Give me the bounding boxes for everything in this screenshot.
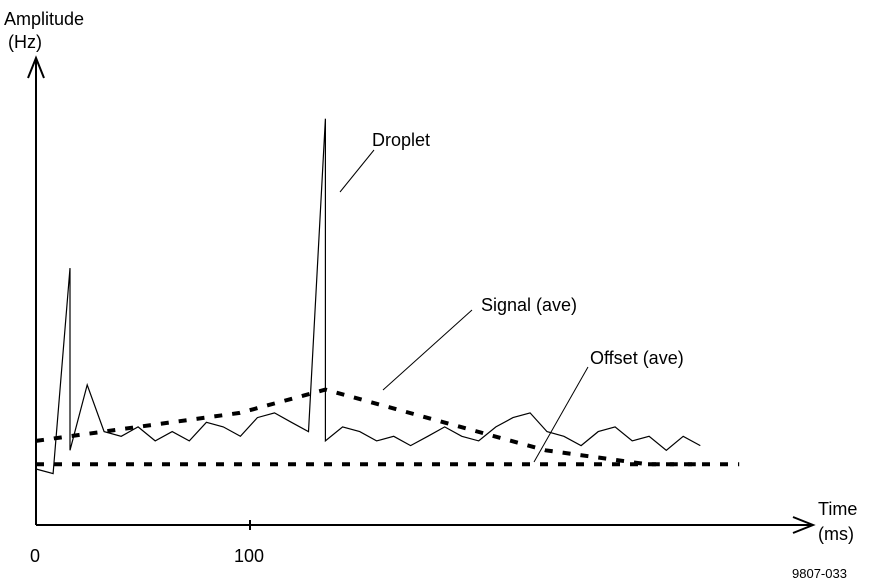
annotation-droplet: Droplet — [372, 130, 430, 150]
offset-leader — [533, 366, 589, 463]
y-axis-arrowhead — [27, 55, 45, 79]
droplet-leader — [339, 149, 375, 193]
x-tick-label-100: 100 — [234, 546, 264, 566]
signal-leader — [382, 309, 473, 391]
series-droplet — [35, 118, 701, 475]
x-axis-label-line2: (ms) — [818, 524, 854, 544]
series-line-0 — [35, 118, 701, 475]
y-axis-label-line1: Amplitude — [4, 9, 84, 29]
series-signal-ave- — [35, 387, 699, 467]
annotation-signal: Signal (ave) — [481, 295, 577, 315]
series-line-1 — [35, 387, 699, 467]
annotation-offset: Offset (ave) — [590, 348, 684, 368]
x-tick-label-0: 0 — [30, 546, 40, 566]
series-layer — [35, 118, 740, 475]
x-axis-arrowhead — [792, 516, 816, 534]
x-axis-label-line1: Time — [818, 499, 857, 519]
figure-id: 9807-033 — [792, 566, 847, 581]
y-axis-label-line2: (Hz) — [8, 32, 42, 52]
